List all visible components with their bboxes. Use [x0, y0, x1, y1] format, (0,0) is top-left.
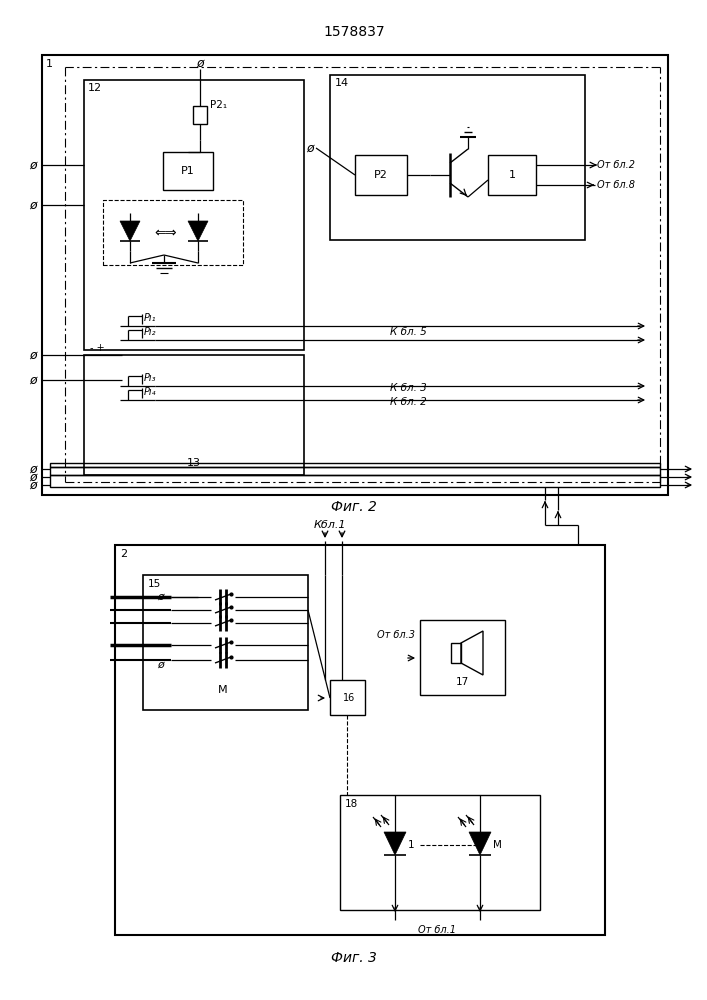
Text: 1: 1: [46, 59, 53, 69]
Text: ø: ø: [158, 592, 164, 602]
Text: Рı₂: Рı₂: [144, 327, 156, 337]
Text: ø: ø: [306, 141, 314, 154]
Text: 1: 1: [408, 840, 414, 850]
Text: ø: ø: [30, 158, 37, 172]
Bar: [84, 355, 304, 475]
Bar: [103, 200, 243, 265]
Text: 18: 18: [345, 799, 358, 809]
Bar: [50, 467, 660, 475]
Text: Фиг. 3: Фиг. 3: [331, 951, 377, 965]
Text: ø: ø: [30, 462, 37, 476]
Text: ø: ø: [30, 373, 37, 386]
Bar: [488, 155, 536, 195]
Text: P2₁: P2₁: [210, 100, 227, 110]
Bar: [143, 575, 308, 710]
Text: 1578837: 1578837: [323, 25, 385, 39]
Text: 17: 17: [455, 677, 469, 687]
Bar: [355, 155, 407, 195]
Bar: [330, 680, 365, 715]
Text: - +: - +: [90, 343, 105, 353]
Bar: [340, 795, 540, 910]
Text: К бл. 5: К бл. 5: [390, 327, 427, 337]
Bar: [42, 55, 668, 495]
Text: 2: 2: [120, 549, 127, 559]
Polygon shape: [384, 832, 406, 855]
Text: Фиг. 2: Фиг. 2: [331, 500, 377, 514]
Bar: [115, 545, 605, 935]
Text: 14: 14: [335, 78, 349, 88]
Text: P1: P1: [181, 166, 195, 176]
Bar: [50, 463, 660, 467]
Text: К бл. 2: К бл. 2: [390, 397, 427, 407]
Text: ø: ø: [30, 198, 37, 212]
Text: ø: ø: [30, 349, 37, 361]
Text: ø: ø: [158, 660, 164, 670]
Text: От бл.1: От бл.1: [418, 925, 456, 935]
Text: Рı₃: Рı₃: [144, 373, 156, 383]
Text: ⇒: ⇒: [164, 226, 176, 240]
Bar: [420, 620, 505, 695]
Text: M: M: [218, 685, 228, 695]
Text: 13: 13: [187, 458, 201, 468]
Text: ø: ø: [30, 479, 37, 491]
Text: M: M: [493, 840, 502, 850]
Text: ø: ø: [30, 471, 37, 484]
Polygon shape: [120, 221, 140, 241]
Text: ⇐: ⇐: [154, 226, 166, 240]
Polygon shape: [469, 832, 491, 855]
Text: 15: 15: [148, 579, 161, 589]
Bar: [163, 152, 213, 190]
Text: Рı₁: Рı₁: [144, 313, 156, 323]
Text: От бл.8: От бл.8: [597, 180, 635, 190]
Text: 1: 1: [508, 170, 515, 180]
Bar: [84, 80, 304, 350]
Bar: [451, 643, 461, 663]
Polygon shape: [188, 221, 208, 241]
Text: 16: 16: [343, 693, 355, 703]
Bar: [193, 106, 207, 124]
Bar: [330, 75, 585, 240]
Text: 12: 12: [88, 83, 102, 93]
Bar: [50, 475, 660, 487]
Text: От бл.3: От бл.3: [377, 630, 415, 640]
Text: ø: ø: [196, 56, 204, 70]
Text: Кбл.1: Кбл.1: [314, 520, 346, 530]
Text: К бл. 3: К бл. 3: [390, 383, 427, 393]
Text: Рı₄: Рı₄: [144, 387, 156, 397]
Text: От бл.2: От бл.2: [597, 160, 635, 170]
Text: P2: P2: [374, 170, 388, 180]
